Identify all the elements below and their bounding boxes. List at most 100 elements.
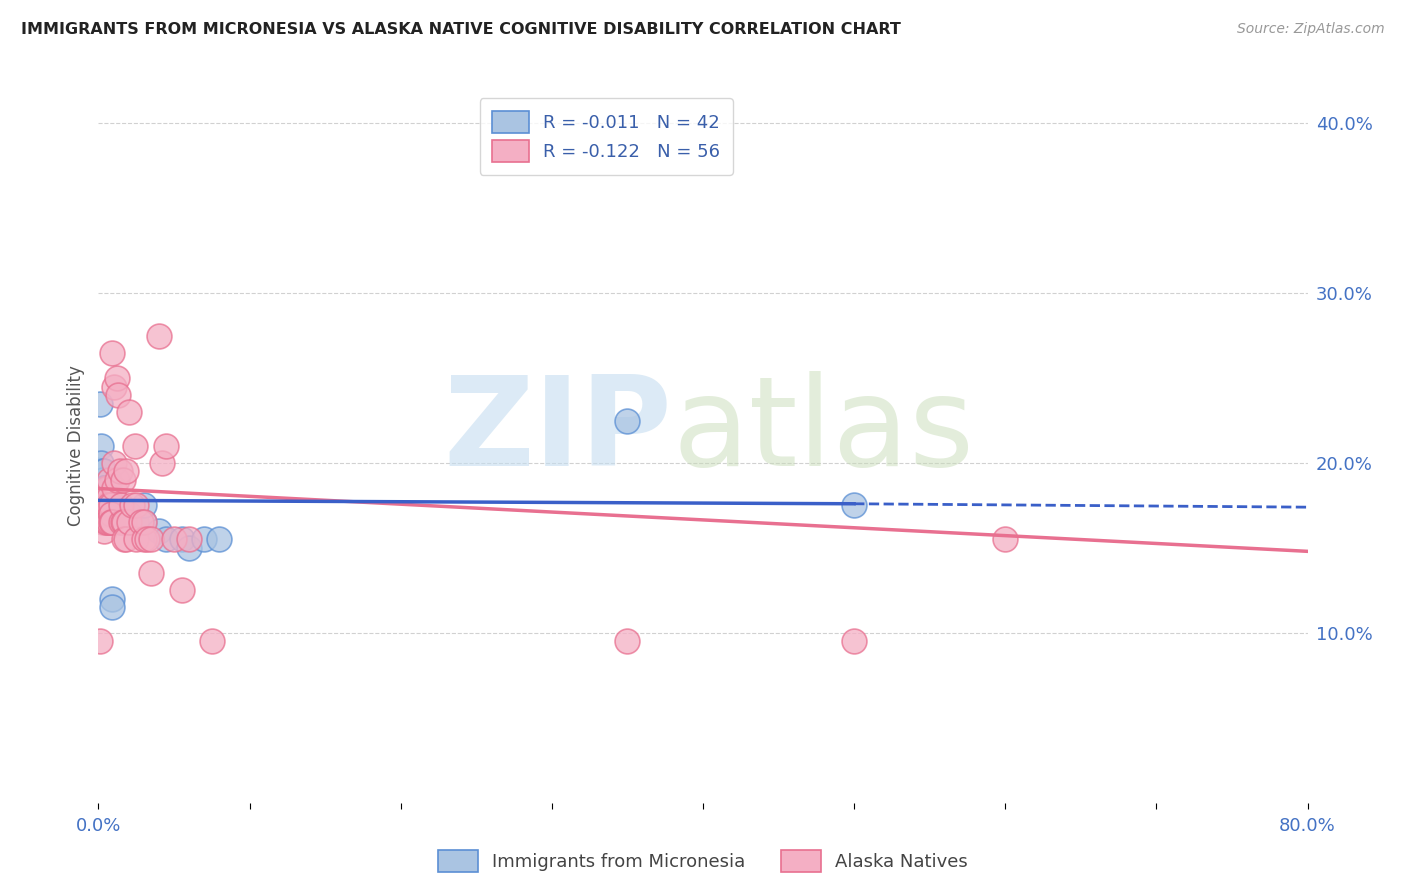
- Point: [111, 473, 134, 487]
- Point: [98, 482, 121, 496]
- Point: [91, 516, 114, 530]
- Point: [89, 396, 111, 410]
- Point: [994, 533, 1017, 547]
- Point: [100, 499, 122, 513]
- Point: [170, 533, 193, 547]
- Point: [98, 499, 121, 513]
- Point: [103, 499, 125, 513]
- Point: [110, 516, 132, 530]
- Point: [132, 516, 155, 530]
- Point: [112, 533, 135, 547]
- Point: [91, 465, 114, 479]
- Point: [141, 566, 163, 581]
- Point: [132, 533, 155, 547]
- Point: [103, 379, 125, 393]
- Point: [101, 591, 124, 606]
- Point: [179, 533, 201, 547]
- Point: [90, 456, 112, 470]
- Point: [94, 482, 117, 496]
- Point: [201, 634, 224, 648]
- Point: [98, 507, 121, 521]
- Point: [114, 533, 136, 547]
- Text: IMMIGRANTS FROM MICRONESIA VS ALASKA NATIVE COGNITIVE DISABILITY CORRELATION CHA: IMMIGRANTS FROM MICRONESIA VS ALASKA NAT…: [21, 22, 901, 37]
- Point: [118, 516, 141, 530]
- Point: [94, 516, 117, 530]
- Point: [98, 490, 121, 504]
- Point: [89, 634, 111, 648]
- Point: [101, 499, 124, 513]
- Point: [100, 499, 122, 513]
- Point: [179, 541, 201, 555]
- Point: [155, 439, 177, 453]
- Point: [94, 482, 117, 496]
- Point: [141, 533, 163, 547]
- Point: [150, 456, 173, 470]
- Point: [844, 634, 866, 648]
- Legend: Immigrants from Micronesia, Alaska Natives: Immigrants from Micronesia, Alaska Nativ…: [430, 843, 976, 880]
- Point: [100, 516, 122, 530]
- Point: [100, 507, 122, 521]
- Point: [132, 516, 155, 530]
- Point: [111, 516, 134, 530]
- Point: [96, 490, 118, 504]
- Point: [129, 516, 152, 530]
- Point: [94, 499, 117, 513]
- Text: atlas: atlas: [673, 371, 974, 492]
- Point: [155, 533, 177, 547]
- Point: [98, 499, 121, 513]
- Point: [110, 499, 132, 513]
- Point: [105, 473, 128, 487]
- Point: [96, 499, 118, 513]
- Point: [93, 524, 115, 538]
- Point: [91, 473, 114, 487]
- Point: [112, 516, 135, 530]
- Point: [101, 516, 124, 530]
- Point: [93, 482, 115, 496]
- Text: ZIP: ZIP: [443, 371, 672, 492]
- Point: [616, 413, 638, 427]
- Point: [93, 516, 115, 530]
- Point: [132, 499, 155, 513]
- Point: [148, 524, 170, 538]
- Point: [93, 499, 115, 513]
- Point: [93, 465, 115, 479]
- Point: [96, 490, 118, 504]
- Point: [94, 499, 117, 513]
- Point: [103, 456, 125, 470]
- Point: [135, 533, 157, 547]
- Point: [98, 499, 121, 513]
- Point: [163, 533, 186, 547]
- Point: [93, 482, 115, 496]
- Point: [148, 328, 170, 343]
- Point: [90, 439, 112, 453]
- Point: [124, 439, 146, 453]
- Point: [107, 388, 129, 402]
- Point: [100, 507, 122, 521]
- Point: [96, 499, 118, 513]
- Point: [118, 405, 141, 419]
- Point: [121, 499, 143, 513]
- Point: [208, 533, 231, 547]
- Point: [103, 499, 125, 513]
- Point: [108, 465, 131, 479]
- Point: [98, 473, 121, 487]
- Y-axis label: Cognitive Disability: Cognitive Disability: [66, 366, 84, 526]
- Point: [94, 507, 117, 521]
- Point: [170, 583, 193, 598]
- Point: [125, 499, 148, 513]
- Point: [110, 516, 132, 530]
- Point: [118, 507, 141, 521]
- Point: [101, 345, 124, 359]
- Point: [103, 482, 125, 496]
- Point: [100, 499, 122, 513]
- Point: [125, 533, 148, 547]
- Point: [96, 507, 118, 521]
- Point: [94, 499, 117, 513]
- Point: [96, 516, 118, 530]
- Text: Source: ZipAtlas.com: Source: ZipAtlas.com: [1237, 22, 1385, 37]
- Point: [101, 600, 124, 615]
- Point: [98, 516, 121, 530]
- Point: [103, 507, 125, 521]
- Point: [96, 482, 118, 496]
- Point: [193, 533, 215, 547]
